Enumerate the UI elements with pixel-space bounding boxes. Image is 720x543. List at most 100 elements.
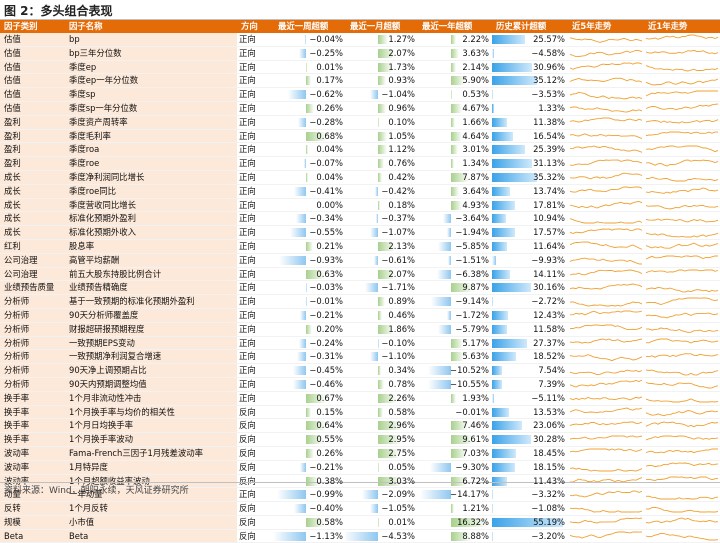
direction-cell: 正向 [237,212,274,226]
year-excess-cell: 5.17% [418,336,492,350]
trend-line [570,518,642,523]
factor-category-cell: 盈利 [0,143,65,157]
month-excess-cell: 0.93% [346,74,418,88]
trend-1y-cell [644,33,720,46]
month-excess-cell: −0.10% [346,336,418,350]
factor-name-cell: 90天内预期调整均值 [65,377,237,391]
cum-excess-value: −3.32% [492,488,568,501]
month-excess-cell: 0.78% [346,377,418,391]
cum-excess-value: 30.16% [492,281,568,294]
year-excess-value: 4.67% [418,102,492,115]
year-excess-cell: −0.01% [418,405,492,419]
month-excess-value: 0.05% [346,461,418,474]
trend-5y-sparkline [568,75,644,87]
week-excess-cell: −0.45% [274,364,346,378]
cum-excess-cell: 25.57% [492,33,568,46]
trend-1y-sparkline [644,337,720,349]
month-excess-cell: −1.05% [346,502,418,516]
year-excess-cell: −9.30% [418,460,492,474]
trend-1y-cell [644,419,720,433]
year-excess-cell: 2.22% [418,33,492,46]
week-excess-cell: 0.20% [274,322,346,336]
factor-name-cell: 一致预期EPS变动 [65,336,237,350]
factor-name-cell: 财报超研报预期程度 [65,322,237,336]
trend-1y-sparkline [644,33,720,45]
month-excess-value: 0.58% [346,406,418,419]
figure: 图 2：多头组合表现 因子类别 因子名称 方向 最近一周超额 最近一月超额 最近… [0,0,720,503]
week-excess-cell: −0.46% [274,377,346,391]
factor-category-cell: 分析师 [0,364,65,378]
cum-excess-cell: 11.64% [492,239,568,253]
trend-1y-sparkline [644,102,720,114]
direction-cell: 正向 [237,364,274,378]
year-excess-value: 5.17% [418,337,492,350]
trend-5y-sparkline [568,213,644,225]
month-excess-cell: −0.61% [346,253,418,267]
trend-1y-cell [644,239,720,253]
trend-line [646,205,718,209]
trend-1y-sparkline [644,227,720,239]
cum-excess-value: 14.11% [492,268,568,281]
table-row: 成长标准化预期外收入正向−0.55%−1.07%−1.94%17.57% [0,226,720,240]
trend-5y-sparkline [568,516,644,528]
trend-line [570,107,642,112]
direction-cell: 正向 [237,295,274,309]
week-excess-value: −1.13% [274,530,346,543]
factor-category-cell: 估值 [0,88,65,102]
direction-cell: 正向 [237,170,274,184]
trend-5y-cell [568,143,644,157]
trend-1y-sparkline [644,199,720,211]
year-excess-value: 4.93% [418,199,492,212]
year-excess-cell: 1.34% [418,157,492,171]
year-excess-value: −3.64% [418,212,492,225]
trend-line [570,270,642,275]
cum-excess-cell: −2.72% [492,295,568,309]
trend-5y-sparkline [568,102,644,114]
factor-name-cell: 小市值 [65,515,237,529]
trend-line [646,188,718,193]
table-row: 公司治理高管平均薪酬正向−0.93%−0.61%−1.51%−9.93% [0,253,720,267]
trend-1y-cell [644,405,720,419]
year-excess-cell: 9.87% [418,281,492,295]
week-excess-value: 0.21% [274,240,346,253]
factor-category-cell: 换手率 [0,405,65,419]
trend-5y-cell [568,405,644,419]
year-excess-cell: −5.85% [418,239,492,253]
week-excess-cell: −0.01% [274,295,346,309]
cum-excess-value: 1.33% [492,102,568,115]
week-excess-value: −0.31% [274,350,346,363]
week-excess-cell: 0.15% [274,405,346,419]
trend-line [570,160,642,165]
trend-5y-cell [568,101,644,115]
trend-1y-cell [644,322,720,336]
year-excess-cell: 6.72% [418,474,492,488]
trend-5y-sparkline [568,240,644,252]
year-excess-value: 1.21% [418,502,492,515]
year-excess-cell: −9.14% [418,295,492,309]
cum-excess-cell: −1.08% [492,502,568,516]
cum-excess-cell: −4.58% [492,46,568,60]
month-excess-value: 0.01% [346,516,418,529]
cum-excess-cell: 18.15% [492,460,568,474]
year-excess-cell: −3.64% [418,212,492,226]
trend-line [570,301,642,305]
week-excess-cell: 0.55% [274,433,346,447]
trend-1y-cell [644,474,720,488]
trend-1y-sparkline [644,116,720,128]
trend-line [646,178,718,182]
factor-category-cell: 分析师 [0,322,65,336]
week-excess-cell: −0.99% [274,488,346,502]
direction-cell: 正向 [237,88,274,102]
year-excess-value: −14.17% [418,488,492,501]
direction-cell: 正向 [237,391,274,405]
direction-cell: 正向 [237,308,274,322]
table-row: 盈利季度资产周转率正向−0.28%0.10%1.66%11.38% [0,115,720,129]
direction-cell: 正向 [237,322,274,336]
year-excess-cell: −10.52% [418,364,492,378]
factor-category-cell: 成长 [0,226,65,240]
trend-5y-sparkline [568,378,644,390]
trend-line [570,187,642,192]
trend-5y-sparkline [568,296,644,308]
trend-1y-sparkline [644,447,720,459]
